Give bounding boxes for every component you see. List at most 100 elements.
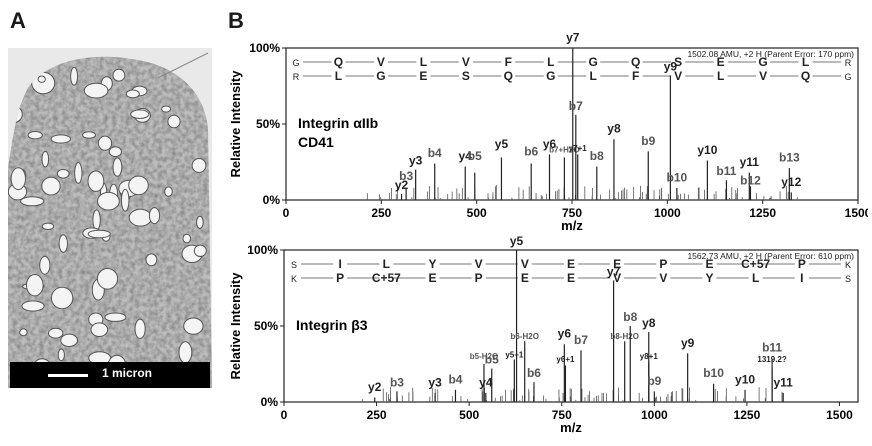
residue-top: L bbox=[383, 257, 390, 271]
peak-label: 1319.2? bbox=[757, 355, 786, 364]
residue-bottom: E bbox=[521, 271, 529, 285]
residue-bottom-bg bbox=[702, 272, 717, 284]
peak-label: y7+1 bbox=[569, 144, 588, 153]
residue-bottom-bg bbox=[841, 272, 855, 284]
residue-top: G bbox=[292, 58, 299, 68]
panel-letter-a: A bbox=[10, 8, 26, 33]
residue-top-bg bbox=[702, 258, 717, 270]
residue-top: G bbox=[758, 55, 767, 69]
precursor-info: 1502.08 AMU, +2 H (Parent Error: 170 ppm… bbox=[687, 49, 854, 59]
residue-bottom-bg bbox=[458, 70, 473, 82]
peak-label: b10 bbox=[667, 170, 688, 184]
peak-label: y2 bbox=[368, 380, 382, 394]
vesicle bbox=[191, 158, 207, 173]
residue-bottom-bg bbox=[713, 70, 728, 82]
peak-label: y8 bbox=[642, 316, 656, 330]
residue-bottom-bg bbox=[331, 70, 346, 82]
vesicle bbox=[104, 312, 127, 322]
residue-top: I bbox=[338, 257, 341, 271]
vesicle bbox=[145, 253, 158, 267]
peak-label: y4 bbox=[479, 375, 493, 389]
residue-top: S bbox=[674, 55, 682, 69]
peak-label: b4 bbox=[448, 372, 462, 386]
peak-label: y6 bbox=[558, 327, 572, 341]
peak-label: b7+H2O bbox=[549, 145, 579, 154]
vesicle bbox=[125, 89, 140, 99]
residue-bottom-bg bbox=[333, 272, 348, 284]
residue-top: F bbox=[505, 55, 512, 69]
residue-bottom: Y bbox=[705, 271, 713, 285]
vesicle bbox=[120, 188, 130, 212]
peak-label: b7 bbox=[574, 333, 588, 347]
residue-bottom: L bbox=[335, 69, 342, 83]
residue-top-bg bbox=[713, 56, 728, 68]
residue-top-bg bbox=[458, 56, 473, 68]
residue-top-bg bbox=[628, 56, 643, 68]
residue-top-bg bbox=[564, 258, 578, 270]
x-tick-label: 250 bbox=[367, 408, 387, 422]
residue-bottom: S bbox=[845, 274, 851, 284]
y-axis-label: Relative Intensity bbox=[228, 272, 243, 380]
residue-top-bg bbox=[656, 258, 671, 270]
vesicle bbox=[26, 274, 44, 297]
residue-top-bg bbox=[501, 56, 516, 68]
residue-bottom: Q bbox=[504, 69, 513, 83]
residue-top: V bbox=[462, 55, 470, 69]
chart-title: CD41 bbox=[298, 134, 334, 150]
residue-top-bg bbox=[379, 258, 394, 270]
vesicle bbox=[27, 131, 43, 140]
vesicle bbox=[60, 333, 78, 347]
peak-label: y12 bbox=[781, 175, 801, 189]
residue-top-bg bbox=[756, 56, 771, 68]
residue-top-bg bbox=[471, 258, 486, 270]
vesicle bbox=[20, 196, 45, 207]
residue-bottom: G bbox=[376, 69, 385, 83]
peak-label: y3 bbox=[409, 154, 423, 168]
residue-bottom-bg bbox=[656, 272, 671, 284]
precursor-info: 1562.73 AMU, +2 H (Parent Error: 610 ppm… bbox=[687, 251, 854, 261]
peak-label: b3 bbox=[399, 169, 413, 183]
peak-label: b9 bbox=[647, 374, 661, 388]
vesicle bbox=[21, 300, 45, 312]
x-tick-label: 1500 bbox=[845, 206, 868, 220]
residue-bottom-bg bbox=[794, 272, 809, 284]
x-tick-label: 0 bbox=[283, 206, 290, 220]
residue-bottom-bg bbox=[586, 70, 601, 82]
residue-top-bg bbox=[798, 56, 813, 68]
peak-label: b4 bbox=[428, 146, 442, 160]
residue-top: S bbox=[291, 260, 297, 270]
peak-label: b6 bbox=[524, 144, 538, 158]
residue-top-bg bbox=[543, 56, 558, 68]
peak-label: b12 bbox=[740, 173, 761, 187]
peak-label: y5 bbox=[510, 236, 524, 248]
residue-bottom: L bbox=[752, 271, 759, 285]
peak-label: b5 bbox=[468, 149, 482, 163]
residue-bottom: S bbox=[462, 69, 470, 83]
vesicle bbox=[41, 222, 55, 231]
residue-bottom-bg bbox=[517, 272, 532, 284]
residue-top: Q bbox=[334, 55, 343, 69]
residue-bottom: C+57 bbox=[372, 271, 401, 285]
x-tick-label: 750 bbox=[562, 206, 582, 220]
residue-bottom: E bbox=[419, 69, 427, 83]
vesicle bbox=[193, 244, 207, 258]
residue-bottom-bg bbox=[471, 272, 486, 284]
residue-bottom-bg bbox=[841, 70, 855, 82]
residue-top: P bbox=[798, 257, 806, 271]
x-tick-label: 0 bbox=[281, 408, 288, 422]
x-tick-label: 1250 bbox=[734, 408, 761, 422]
peak-label: b9 bbox=[641, 134, 655, 148]
peak-label: b11 bbox=[762, 340, 782, 354]
peak-label: y7 bbox=[566, 30, 580, 44]
vesicle bbox=[50, 134, 71, 144]
residue-top-bg bbox=[748, 258, 763, 270]
vesicle bbox=[92, 209, 101, 231]
residue-bottom: I bbox=[800, 271, 803, 285]
vesicle bbox=[112, 68, 126, 82]
x-tick-label: 1250 bbox=[749, 206, 776, 220]
peak-label: y2 bbox=[395, 178, 409, 192]
vesicle bbox=[82, 131, 96, 139]
peak-label: y9 bbox=[681, 336, 695, 350]
residue-top-bg bbox=[331, 56, 346, 68]
residue-bottom-bg bbox=[501, 70, 516, 82]
